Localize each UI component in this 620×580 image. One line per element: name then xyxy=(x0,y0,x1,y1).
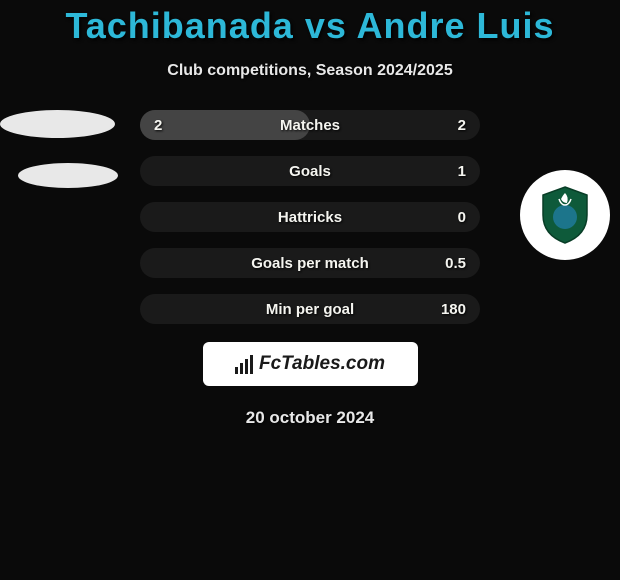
page-title: Tachibanada vs Andre Luis xyxy=(0,5,620,47)
shield-icon xyxy=(539,185,591,245)
stat-label: Matches xyxy=(280,117,340,134)
stat-rows: 2 Matches 2 Goals 1 Hattricks 0 Goals pe… xyxy=(140,110,480,324)
stat-row-goals: Goals 1 xyxy=(140,156,480,186)
stat-right-value: 0.5 xyxy=(445,255,466,272)
bars-icon xyxy=(235,354,253,374)
stat-label: Hattricks xyxy=(278,209,342,226)
stat-row-hattricks: Hattricks 0 xyxy=(140,202,480,232)
right-team-badge xyxy=(520,170,610,260)
stat-label: Goals xyxy=(289,163,331,180)
stat-row-matches: 2 Matches 2 xyxy=(140,110,480,140)
stat-right-value: 1 xyxy=(458,163,466,180)
comparison-card: Tachibanada vs Andre Luis Club competiti… xyxy=(0,0,620,428)
stat-row-mpg: Min per goal 180 xyxy=(140,294,480,324)
stats-area: 2 Matches 2 Goals 1 Hattricks 0 Goals pe… xyxy=(0,110,620,428)
stat-right-value: 2 xyxy=(458,117,466,134)
stat-left-value: 2 xyxy=(154,117,162,134)
logo-text: FcTables.com xyxy=(259,353,385,375)
stat-right-value: 180 xyxy=(441,301,466,318)
left-player-placeholder xyxy=(0,110,118,213)
stat-right-value: 0 xyxy=(458,209,466,226)
oval-icon xyxy=(18,163,118,188)
logo-box[interactable]: FcTables.com xyxy=(203,342,418,386)
date-label: 20 october 2024 xyxy=(0,408,620,428)
stat-row-gpm: Goals per match 0.5 xyxy=(140,248,480,278)
stat-label: Min per goal xyxy=(266,301,354,318)
oval-icon xyxy=(0,110,115,138)
subtitle: Club competitions, Season 2024/2025 xyxy=(0,62,620,80)
stat-label: Goals per match xyxy=(251,255,369,272)
